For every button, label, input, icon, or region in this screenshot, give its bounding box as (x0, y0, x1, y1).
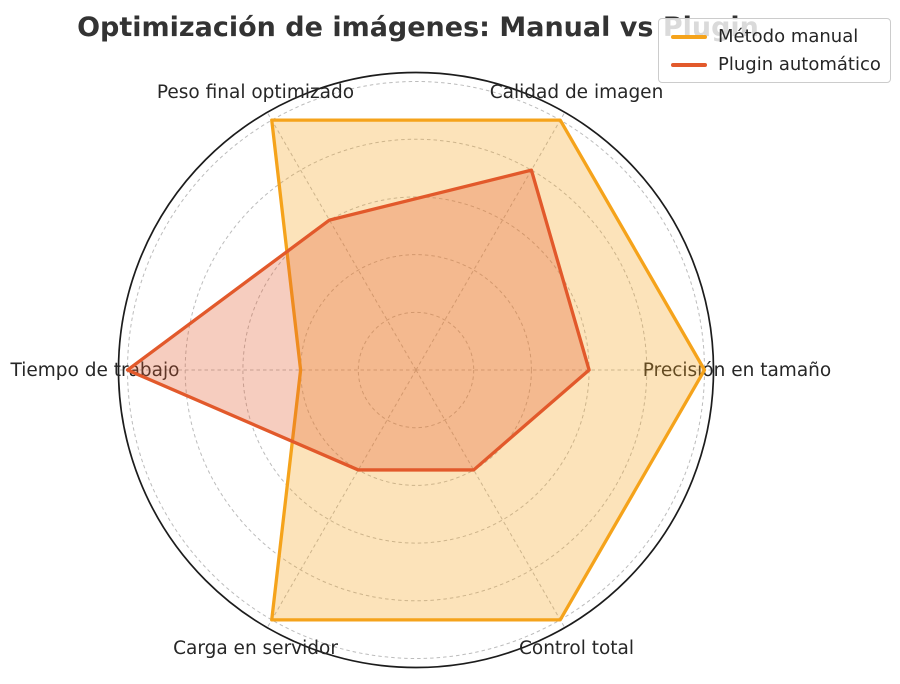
axis-label-3: Carga en servidor (173, 638, 338, 659)
grid-spoke-5 (266, 112, 417, 371)
legend-item-plugin: Plugin automático (671, 52, 881, 77)
grid-ring-2 (357, 311, 475, 429)
legend-line-manual-icon (671, 34, 707, 39)
chart-title: Optimización de imágenes: Manual vs Plug… (77, 12, 759, 43)
axis-label-2: Control total (519, 638, 634, 659)
grid-ring-4 (300, 254, 532, 486)
series-polygon-1 (125, 168, 591, 472)
legend-label-manual: Método manual (718, 25, 859, 47)
legend-item-manual: Método manual (671, 24, 878, 49)
axis-label-1: Precisión en tamaño (643, 360, 831, 381)
grid-spoke-0 (415, 112, 566, 371)
legend-line-plugin-icon (671, 62, 707, 67)
grid-spoke-3 (266, 369, 417, 628)
legend: Método manual Plugin automático (658, 18, 891, 83)
axis-label-5: Peso final optimizado (157, 82, 354, 103)
series-polygon-0 (270, 118, 707, 622)
legend-label-plugin: Plugin automático (718, 53, 881, 75)
grid-spoke-2 (415, 369, 566, 628)
axis-label-0: Calidad de imagen (490, 82, 664, 103)
